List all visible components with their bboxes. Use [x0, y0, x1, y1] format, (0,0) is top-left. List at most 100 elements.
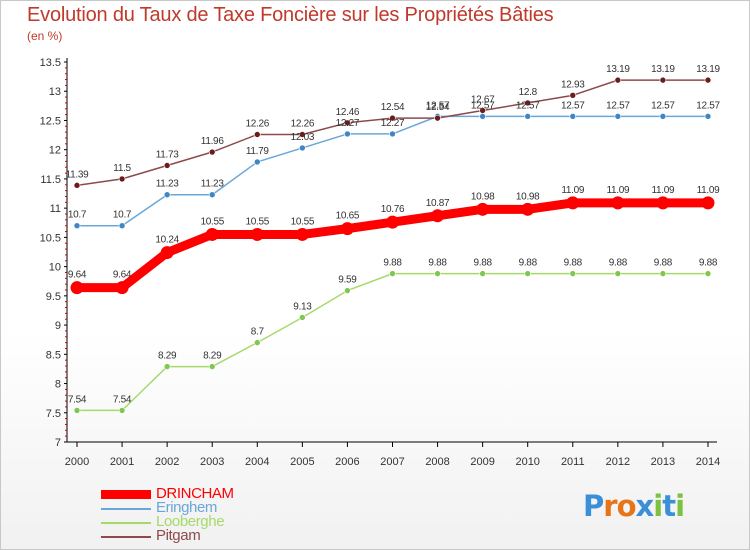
- chart-title: Evolution du Taux de Taxe Foncière sur l…: [27, 4, 554, 26]
- y-tick-label: 13.5: [40, 57, 61, 69]
- data-label-pitgam: 12.54: [426, 102, 450, 113]
- data-point-looberghe: [524, 270, 532, 277]
- data-point-eringhem: [659, 113, 667, 120]
- data-label-looberghe: 9.88: [699, 258, 718, 269]
- data-label-looberghe: 7.54: [113, 394, 132, 405]
- data-label-eringhem: 12.27: [336, 118, 360, 129]
- data-point-looberghe: [569, 270, 577, 277]
- axes: 7 7.5 8 8.5 9 9.5 10 10.5 11 11.5 12 12.5 13 13.5 2000…: [40, 57, 721, 468]
- data-label-pitgam: 12.46: [336, 107, 360, 118]
- data-label-pitgam: 11.96: [201, 136, 225, 147]
- data-point-looberghe: [434, 270, 441, 277]
- data-point-pitgam: [73, 182, 81, 189]
- logo-letter: i: [675, 489, 685, 523]
- data-label-drincham: 10.87: [426, 198, 450, 209]
- data-label-layer: 7.54 7.54 8.29 8.29 8.7 9.13 9.59 9.88 9.88 9.88 9…: [66, 64, 721, 405]
- data-label-eringhem: 10.7: [68, 210, 87, 221]
- data-point-pitgam: [118, 175, 126, 183]
- x-tick-label: 2001: [110, 456, 134, 468]
- data-point-eringhem: [163, 191, 171, 199]
- data-point-drincham: [205, 227, 219, 241]
- proxiti-logo: Proxiti: [583, 489, 685, 523]
- data-label-drincham: 10.55: [291, 216, 315, 227]
- data-label-looberghe: 9.88: [428, 258, 447, 269]
- data-point-eringhem: [614, 113, 622, 120]
- y-tick-label: 9: [55, 320, 61, 332]
- data-point-pitgam: [659, 76, 667, 84]
- data-point-pitgam: [434, 114, 441, 122]
- data-point-looberghe: [163, 363, 171, 370]
- data-label-drincham: 11.09: [561, 185, 585, 196]
- data-point-eringhem: [299, 144, 306, 152]
- data-label-looberghe: 9.88: [564, 258, 583, 269]
- data-point-drincham: [431, 209, 445, 223]
- x-tick-label: 2004: [245, 456, 269, 468]
- data-label-pitgam: 12.54: [381, 102, 405, 113]
- x-tick-label: 2014: [696, 456, 720, 468]
- y-tick-label: 11.5: [40, 174, 61, 186]
- data-point-pitgam: [704, 76, 712, 84]
- y-tick-label: 9.5: [46, 291, 61, 303]
- y-tick-label: 8: [55, 379, 61, 391]
- legend-label: Pitgam: [156, 527, 201, 544]
- data-point-drincham: [566, 196, 580, 210]
- legend-swatch: [101, 490, 151, 499]
- data-label-eringhem: 12.57: [651, 100, 675, 111]
- data-point-drincham: [521, 202, 535, 216]
- data-point-pitgam: [163, 162, 171, 169]
- data-point-drincham: [70, 281, 84, 295]
- data-point-looberghe: [389, 270, 396, 277]
- data-point-eringhem: [253, 158, 261, 166]
- data-point-pitgam: [569, 92, 577, 99]
- data-point-eringhem: [704, 113, 712, 120]
- legend-label: Looberghe: [156, 513, 225, 530]
- legend-swatch: [101, 536, 151, 538]
- data-label-looberghe: 9.88: [473, 258, 492, 269]
- data-point-eringhem: [389, 130, 396, 138]
- data-label-looberghe: 9.88: [383, 258, 402, 269]
- y-tick-label: 10: [49, 262, 61, 274]
- data-point-eringhem: [569, 113, 577, 120]
- data-label-looberghe: 9.13: [293, 301, 312, 312]
- data-label-drincham: 11.09: [652, 185, 676, 196]
- data-point-pitgam: [389, 114, 396, 122]
- data-label-looberghe: 8.29: [203, 351, 222, 362]
- data-label-eringhem: 11.23: [156, 179, 180, 190]
- data-label-pitgam: 13.19: [651, 64, 675, 75]
- x-tick-label: 2005: [290, 456, 314, 468]
- data-point-looberghe: [614, 270, 622, 277]
- data-point-eringhem: [479, 113, 486, 120]
- data-label-drincham: 10.24: [155, 235, 179, 246]
- data-label-drincham: 10.55: [246, 216, 270, 227]
- data-point-pitgam: [524, 99, 532, 107]
- logo-letter: x: [635, 489, 655, 523]
- logo-letter: P: [583, 489, 604, 523]
- data-label-looberghe: 7.54: [68, 394, 87, 405]
- data-label-eringhem: 12.57: [696, 100, 720, 111]
- data-point-pitgam: [344, 119, 351, 127]
- y-tick-label: 13: [49, 86, 61, 98]
- data-point-eringhem: [344, 130, 351, 138]
- logo-letter: o: [616, 489, 637, 523]
- data-label-eringhem: 12.27: [381, 118, 405, 129]
- y-tick-label: 7: [55, 437, 61, 449]
- data-point-eringhem: [524, 113, 532, 120]
- data-label-looberghe: 9.59: [338, 275, 357, 286]
- data-label-pitgam: 13.19: [606, 64, 630, 75]
- logo-letter: t: [662, 489, 676, 523]
- data-label-eringhem: 12.57: [426, 100, 450, 111]
- data-label-drincham: 11.09: [606, 185, 630, 196]
- y-tick-label: 11: [50, 203, 61, 215]
- x-tick-label: 2003: [200, 456, 224, 468]
- data-label-pitgam: 12.26: [291, 118, 315, 129]
- data-point-drincham: [656, 196, 670, 210]
- data-point-looberghe: [479, 270, 486, 277]
- data-point-pitgam: [208, 148, 216, 156]
- logo-letter: i: [653, 489, 663, 523]
- x-tick-label: 2012: [606, 456, 630, 468]
- unit-label: (en %): [27, 29, 63, 43]
- data-label-eringhem: 11.23: [201, 179, 225, 190]
- data-point-looberghe: [299, 314, 306, 321]
- y-tick-label: 7.5: [46, 408, 61, 420]
- data-label-drincham: 11.09: [697, 185, 721, 196]
